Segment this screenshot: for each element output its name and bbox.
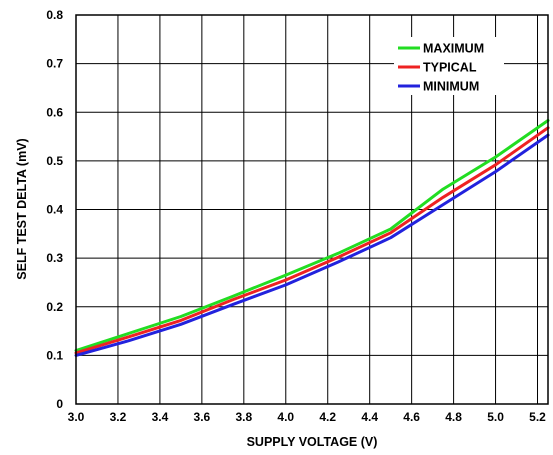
y-tick-label: 0.6 bbox=[46, 105, 63, 119]
x-tick-label: 3.6 bbox=[194, 410, 211, 424]
y-tick-labels: 0 0.1 0.2 0.3 0.4 0.5 0.6 0.7 0.8 bbox=[46, 8, 63, 411]
legend-label-minimum: MINIMUM bbox=[423, 80, 479, 94]
x-tick-label: 3.2 bbox=[110, 410, 127, 424]
legend: MAXIMUM TYPICAL MINIMUM bbox=[394, 37, 504, 95]
y-tick-label: 0 bbox=[56, 397, 63, 411]
legend-label-typical: TYPICAL bbox=[423, 61, 477, 75]
x-tick-label: 4.2 bbox=[319, 410, 336, 424]
series-line-maximum bbox=[74, 119, 550, 352]
series-line-minimum bbox=[74, 133, 550, 357]
x-axis-title: SUPPLY VOLTAGE (V) bbox=[247, 435, 378, 449]
x-tick-label: 4.6 bbox=[403, 410, 420, 424]
x-tick-labels: 3.0 3.2 3.4 3.6 3.8 4.0 4.2 4.4 4.6 4.8 5.0 5.2 bbox=[68, 410, 547, 424]
legend-label-maximum: MAXIMUM bbox=[423, 42, 484, 56]
plot-border bbox=[75, 14, 549, 405]
y-tick-label: 0.5 bbox=[46, 154, 63, 168]
y-tick-label: 0.7 bbox=[46, 57, 63, 71]
series-line-typical bbox=[74, 126, 550, 355]
x-tick-label: 5.2 bbox=[529, 410, 546, 424]
x-tick-label: 4.8 bbox=[445, 410, 462, 424]
x-tick-label: 3.8 bbox=[235, 410, 252, 424]
x-tick-label: 3.0 bbox=[68, 410, 85, 424]
x-tick-label: 3.4 bbox=[152, 410, 169, 424]
y-tick-label: 0.8 bbox=[46, 8, 63, 22]
y-tick-label: 0.2 bbox=[46, 300, 63, 314]
x-tick-label: 4.4 bbox=[361, 410, 378, 424]
y-axis-title: SELF TEST DELTA (mV) bbox=[15, 138, 29, 279]
x-tick-label: 4.0 bbox=[277, 410, 294, 424]
series-lines bbox=[74, 119, 550, 357]
y-tick-label: 0.3 bbox=[46, 251, 63, 265]
y-tick-label: 0.4 bbox=[46, 203, 63, 217]
y-tick-label: 0.1 bbox=[46, 348, 63, 362]
x-tick-label: 5.0 bbox=[487, 410, 504, 424]
